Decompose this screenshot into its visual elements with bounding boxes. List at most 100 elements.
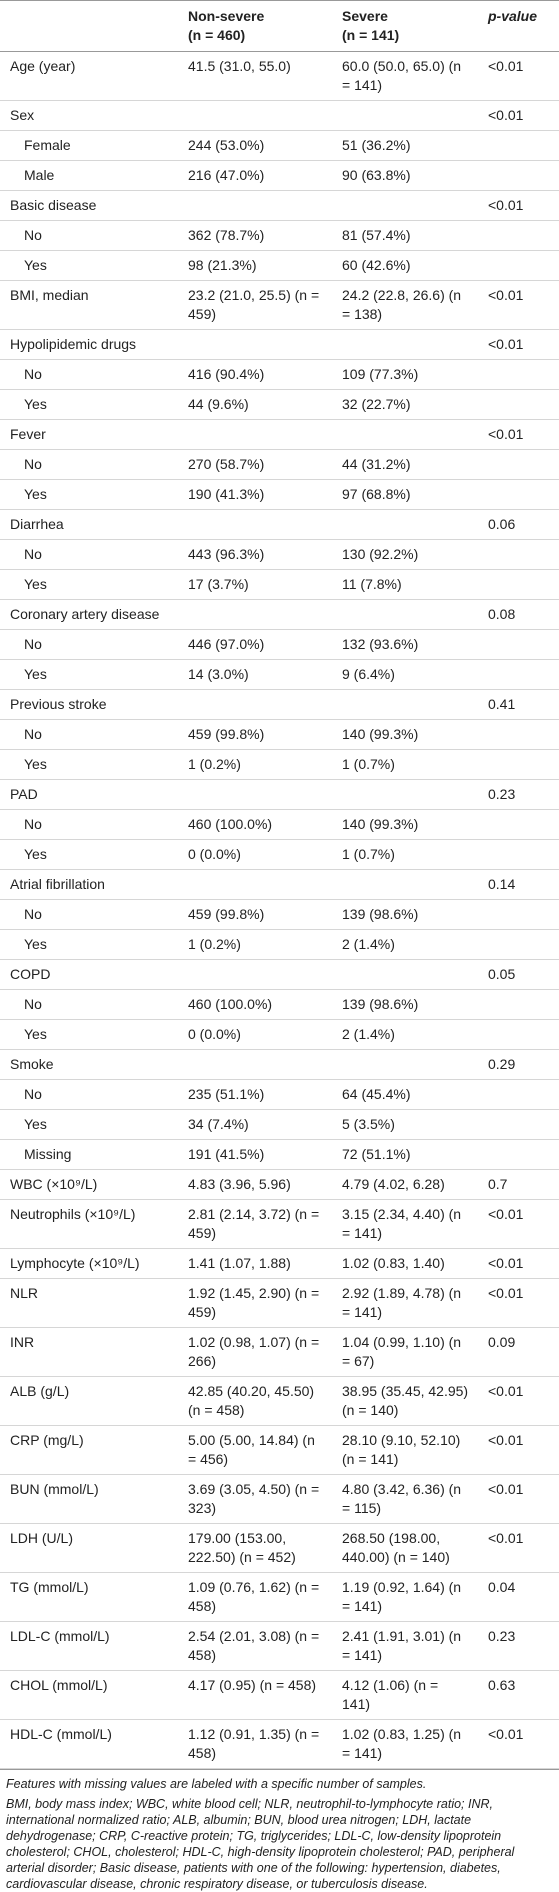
table-row: Basic disease <0.01 (0, 190, 559, 221)
sub-row: Yes 17 (3.7%) 11 (7.8%) (0, 569, 559, 600)
table-row: LDL-C (mmol/L) 2.54 (2.01, 3.08) (n = 458… (0, 1621, 559, 1671)
non-severe-cell (178, 779, 332, 810)
header-text: (n = 141) (342, 27, 400, 43)
non-severe-cell (178, 419, 332, 450)
sub-row: No 416 (90.4%) 109 (77.3%) (0, 359, 559, 390)
row-label: COPD (0, 959, 178, 990)
severe-cell (332, 959, 478, 990)
table-row: Diarrhea 0.06 (0, 509, 559, 540)
row-label: Fever (0, 419, 178, 450)
table-row: ALB (g/L) 42.85 (40.20, 45.50) (n = 458) 3… (0, 1376, 559, 1426)
severe-cell: 9 (6.4%) (332, 659, 478, 690)
p-value-cell: <0.01 (478, 190, 559, 221)
severe-cell: 4.79 (4.02, 6.28) (332, 1169, 478, 1200)
table-row: Atrial fibrillation 0.14 (0, 869, 559, 900)
non-severe-cell (178, 509, 332, 540)
severe-cell: 139 (98.6%) (332, 989, 478, 1020)
non-severe-cell: 1.09 (0.76, 1.62) (n = 458) (178, 1572, 332, 1622)
severe-cell: 5 (3.5%) (332, 1109, 478, 1140)
header-cell (0, 0, 178, 52)
p-value-cell: <0.01 (478, 100, 559, 131)
severe-cell: 64 (45.4%) (332, 1079, 478, 1110)
sub-row: No 270 (58.7%) 44 (31.2%) (0, 449, 559, 480)
row-label: Yes (0, 749, 178, 780)
non-severe-cell: 459 (99.8%) (178, 899, 332, 930)
severe-cell: 60.0 (50.0, 65.0) (n = 141) (332, 51, 478, 101)
sub-row: No 459 (99.8%) 139 (98.6%) (0, 899, 559, 930)
non-severe-cell: 459 (99.8%) (178, 719, 332, 750)
p-value-cell: 0.08 (478, 599, 559, 630)
severe-cell: 130 (92.2%) (332, 539, 478, 570)
p-value-cell (478, 749, 559, 780)
non-severe-cell: 191 (41.5%) (178, 1139, 332, 1170)
p-value-cell: <0.01 (478, 1199, 559, 1249)
sub-row: Yes 98 (21.3%) 60 (42.6%) (0, 250, 559, 281)
row-label: PAD (0, 779, 178, 810)
table-row: INR 1.02 (0.98, 1.07) (n = 266) 1.04 (0.99… (0, 1327, 559, 1377)
severe-cell: 32 (22.7%) (332, 389, 478, 420)
p-value-cell (478, 569, 559, 600)
row-label: Age (year) (0, 51, 178, 101)
non-severe-cell (178, 1049, 332, 1080)
severe-cell: 28.10 (9.10, 52.10) (n = 141) (332, 1425, 478, 1475)
p-value-cell: 0.09 (478, 1327, 559, 1377)
row-label: Male (0, 160, 178, 191)
sub-row: Yes 34 (7.4%) 5 (3.5%) (0, 1109, 559, 1140)
table-row: LDH (U/L) 179.00 (153.00, 222.50) (n = 45… (0, 1523, 559, 1573)
row-label: Missing (0, 1139, 178, 1170)
severe-cell: 132 (93.6%) (332, 629, 478, 660)
row-label: No (0, 449, 178, 480)
data-table: Non-severe (n = 460) Severe (n = 141) p-va… (0, 0, 559, 1769)
p-value-cell: 0.23 (478, 1621, 559, 1671)
p-value-cell: <0.01 (478, 1278, 559, 1328)
p-value-cell (478, 989, 559, 1020)
severe-cell: 90 (63.8%) (332, 160, 478, 191)
row-label: Neutrophils (×10⁹/L) (0, 1199, 178, 1249)
row-label: No (0, 719, 178, 750)
p-value-cell: 0.23 (478, 779, 559, 810)
header-row: Non-severe (n = 460) Severe (n = 141) p-va… (0, 0, 559, 52)
severe-cell (332, 419, 478, 450)
row-label: TG (mmol/L) (0, 1572, 178, 1622)
row-label: Yes (0, 659, 178, 690)
table-row: Smoke 0.29 (0, 1049, 559, 1080)
p-value-cell (478, 809, 559, 840)
severe-cell: 2 (1.4%) (332, 929, 478, 960)
table-header: Non-severe (n = 460) Severe (n = 141) p-va… (0, 0, 559, 52)
severe-cell: 38.95 (35.45, 42.95) (n = 140) (332, 1376, 478, 1426)
p-value-cell: 0.14 (478, 869, 559, 900)
footnote: Features with missing values are labeled… (6, 1777, 427, 1791)
severe-cell: 1 (0.7%) (332, 749, 478, 780)
p-value-cell (478, 1109, 559, 1140)
table-row: Sex <0.01 (0, 100, 559, 131)
row-label: LDH (U/L) (0, 1523, 178, 1573)
severe-cell (332, 329, 478, 360)
row-label: CRP (mg/L) (0, 1425, 178, 1475)
row-label: Yes (0, 1109, 178, 1140)
severe-cell: 3.15 (2.34, 4.40) (n = 141) (332, 1199, 478, 1249)
row-label: LDL-C (mmol/L) (0, 1621, 178, 1671)
severe-cell: 1.19 (0.92, 1.64) (n = 141) (332, 1572, 478, 1622)
non-severe-cell: 17 (3.7%) (178, 569, 332, 600)
table-row: BUN (mmol/L) 3.69 (3.05, 4.50) (n = 323) 4… (0, 1474, 559, 1524)
severe-cell (332, 100, 478, 131)
severe-cell: 2.41 (1.91, 3.01) (n = 141) (332, 1621, 478, 1671)
non-severe-cell: 244 (53.0%) (178, 130, 332, 161)
p-value-cell: 0.04 (478, 1572, 559, 1622)
sub-row: No 446 (97.0%) 132 (93.6%) (0, 629, 559, 660)
sub-row: No 443 (96.3%) 130 (92.2%) (0, 539, 559, 570)
p-value-cell: <0.01 (478, 51, 559, 101)
non-severe-cell: 0 (0.0%) (178, 1019, 332, 1050)
table-row: Fever <0.01 (0, 419, 559, 450)
severe-cell: 109 (77.3%) (332, 359, 478, 390)
non-severe-cell: 190 (41.3%) (178, 479, 332, 510)
row-label: No (0, 629, 178, 660)
p-value-cell (478, 250, 559, 281)
row-label: Yes (0, 839, 178, 870)
non-severe-cell: 216 (47.0%) (178, 160, 332, 191)
severe-cell (332, 509, 478, 540)
non-severe-cell: 443 (96.3%) (178, 539, 332, 570)
sub-row: Yes 0 (0.0%) 2 (1.4%) (0, 1019, 559, 1050)
p-value-cell: <0.01 (478, 1376, 559, 1426)
